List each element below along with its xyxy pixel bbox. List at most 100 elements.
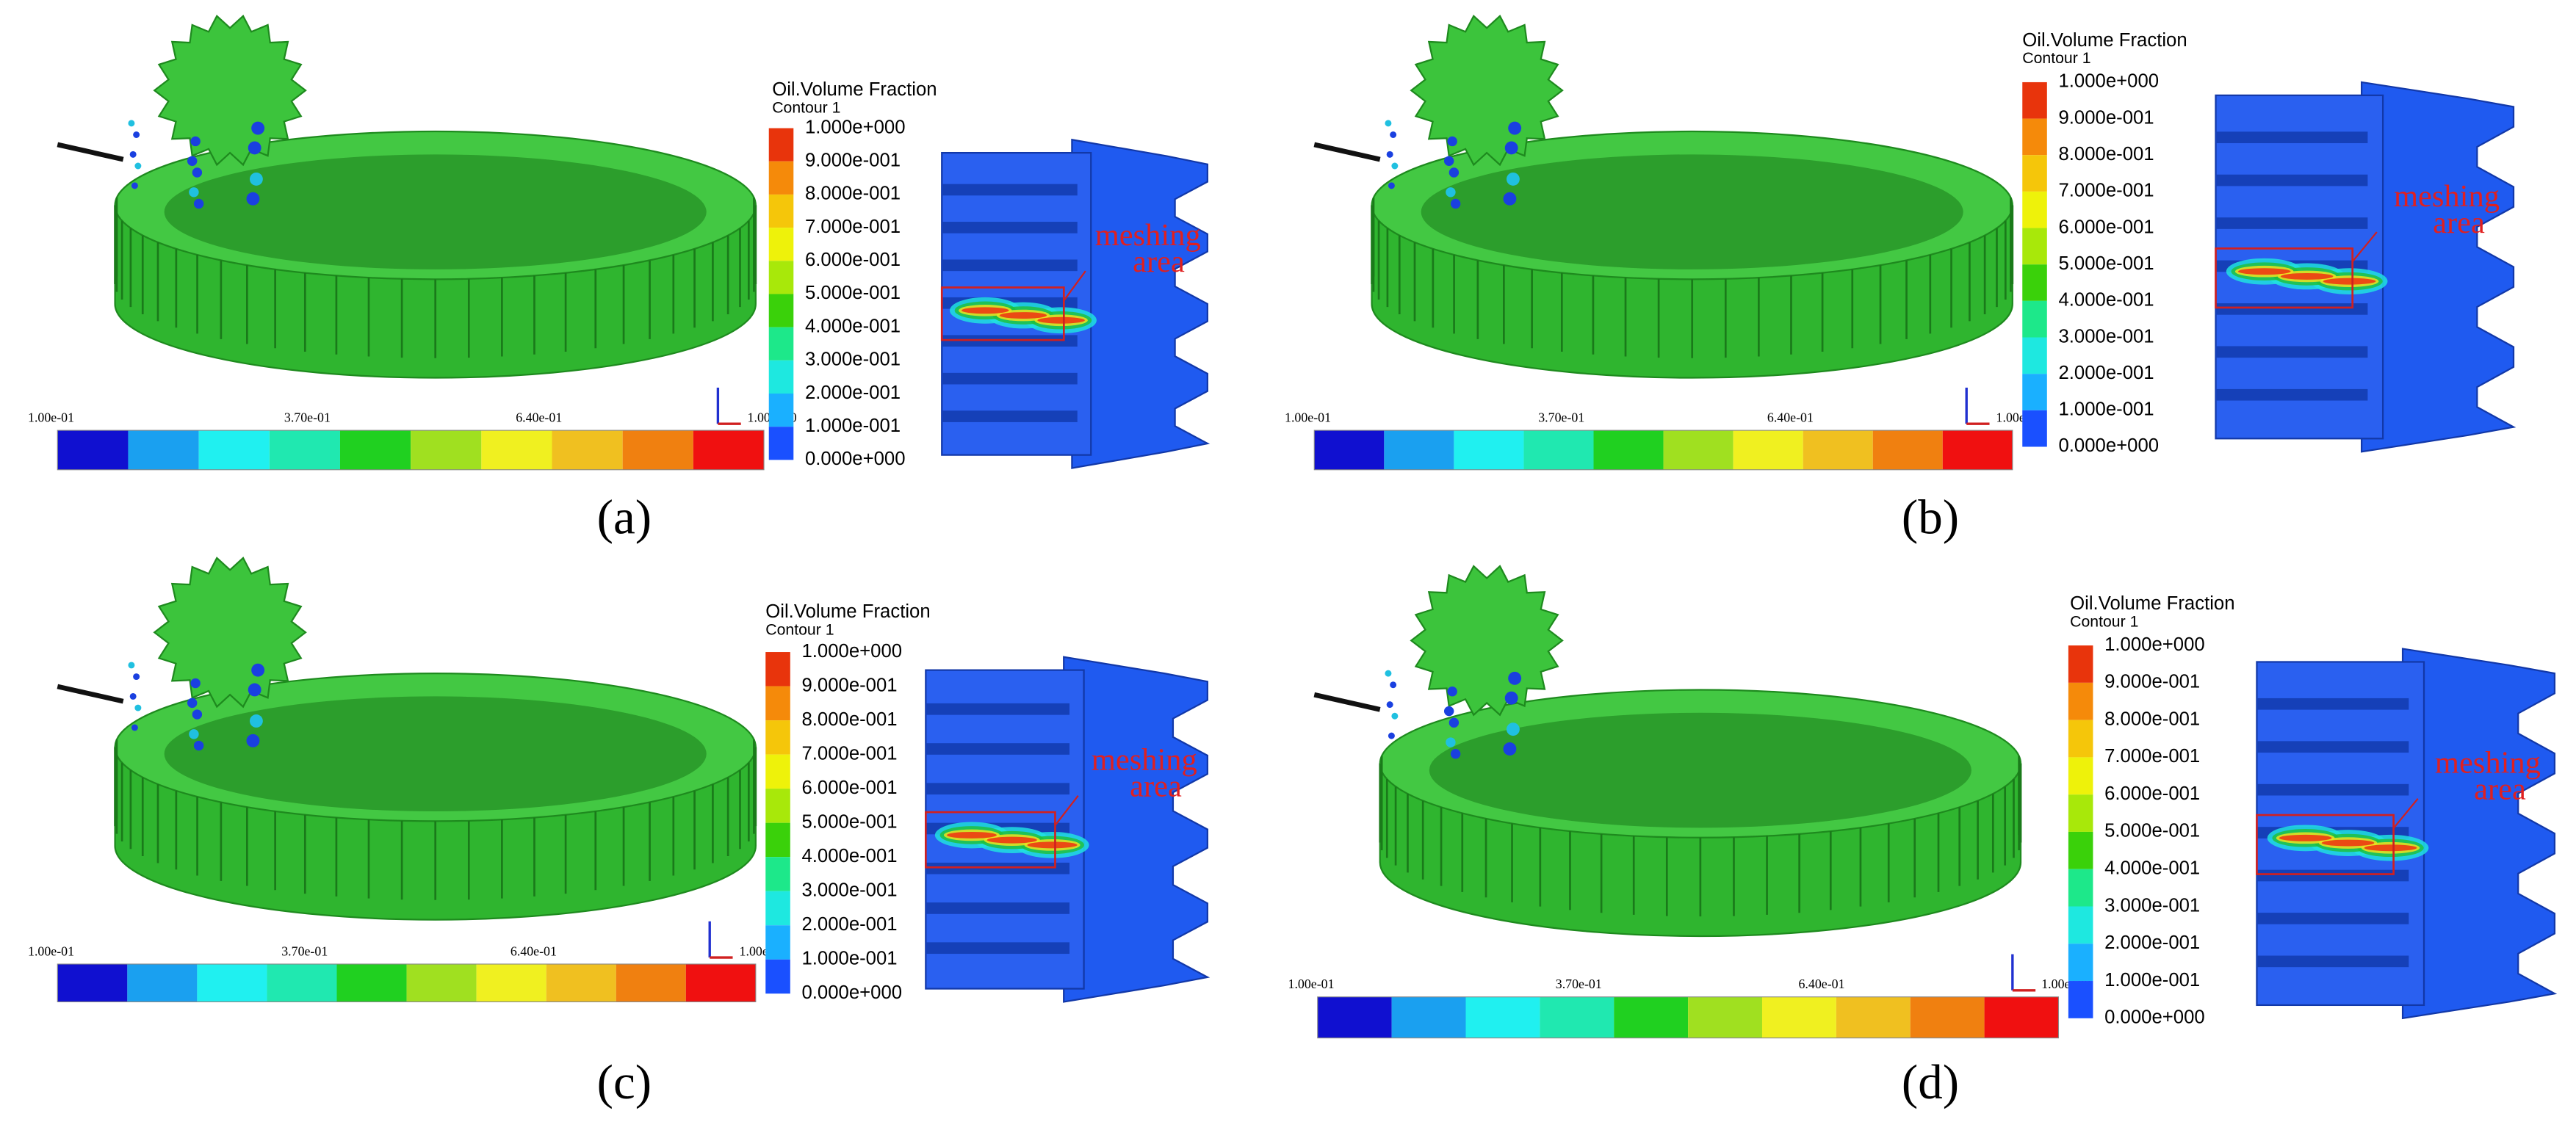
tooth-groove bbox=[2215, 131, 2368, 143]
nozzle bbox=[57, 684, 124, 704]
scale-label: 6.40e-01 bbox=[1798, 977, 1844, 991]
tooth-groove bbox=[2256, 869, 2409, 882]
oil-droplet bbox=[192, 709, 203, 720]
legend-tick: 2.000e-001 bbox=[805, 383, 901, 403]
colorbar-cell bbox=[57, 430, 129, 470]
legend-tick: 1.000e+000 bbox=[2104, 634, 2205, 655]
legend-swatch bbox=[2068, 720, 2093, 758]
scale-label: 6.40e-01 bbox=[1767, 410, 1814, 425]
oil-droplet bbox=[1447, 687, 1457, 697]
tooth-groove bbox=[926, 743, 1070, 755]
legend-tick: 8.000e-001 bbox=[801, 709, 897, 730]
colorbar-cell bbox=[1733, 430, 1803, 470]
legend-swatch bbox=[768, 427, 794, 460]
oil-droplet bbox=[1386, 151, 1393, 158]
colorbar-cell bbox=[1391, 996, 1466, 1038]
oil-droplet bbox=[189, 729, 199, 739]
legend-tick: 1.000e+000 bbox=[801, 641, 902, 662]
oil-droplet bbox=[192, 167, 203, 178]
legend-tick: 1.000e-001 bbox=[2104, 970, 2200, 990]
legend-swatch bbox=[765, 789, 790, 823]
annotation-leader bbox=[1063, 270, 1086, 302]
legend-title: Oil.Volume Fraction bbox=[765, 601, 930, 622]
legend-swatch bbox=[2022, 82, 2047, 119]
annotation: meshing bbox=[2394, 179, 2500, 214]
colorbar-cell bbox=[339, 430, 411, 470]
legend-tick: 1.000e-001 bbox=[2058, 399, 2154, 420]
legend-swatch bbox=[765, 822, 790, 858]
legend-tick: 7.000e-001 bbox=[2104, 746, 2200, 767]
scale-label: 3.70e-01 bbox=[1556, 977, 1602, 991]
legend-tick: 1.000e+000 bbox=[2058, 71, 2159, 92]
legend-swatch bbox=[768, 194, 794, 228]
colorbar-cell bbox=[198, 430, 270, 470]
oil-droplet bbox=[190, 136, 201, 147]
tooth-groove bbox=[2215, 174, 2368, 186]
legend-tick: 0.000e+000 bbox=[801, 982, 902, 1003]
colorbar-cell bbox=[1910, 996, 1985, 1038]
pinion bbox=[1410, 565, 1564, 717]
annotation-leader bbox=[2392, 797, 2419, 829]
oil-droplet bbox=[249, 714, 263, 728]
tooth-groove bbox=[2215, 303, 2368, 315]
colorbar-cell bbox=[57, 963, 128, 1002]
oil-droplet bbox=[133, 673, 140, 681]
legend-tick: 8.000e-001 bbox=[2104, 709, 2200, 729]
legend-tick: 7.000e-001 bbox=[805, 217, 901, 237]
legend-tick: 4.000e-001 bbox=[805, 316, 901, 336]
legend-swatch bbox=[2068, 906, 2093, 944]
pinion bbox=[153, 557, 307, 709]
annotation-leader bbox=[1054, 795, 1079, 826]
legend-swatch bbox=[2022, 228, 2047, 265]
oil-contour bbox=[2321, 839, 2375, 847]
oil-contour bbox=[1037, 316, 1085, 324]
oil-droplet bbox=[134, 704, 142, 711]
legend-tick: 0.000e+000 bbox=[2104, 1007, 2205, 1028]
oil-droplet bbox=[251, 121, 265, 135]
oil-droplet bbox=[133, 131, 140, 138]
colorbar-cell bbox=[1540, 996, 1614, 1038]
legend-tick: 9.000e-001 bbox=[2058, 107, 2154, 128]
tooth-groove bbox=[926, 902, 1070, 914]
annotation: area bbox=[1130, 769, 1182, 804]
oil-droplet bbox=[248, 141, 261, 155]
oil-droplet bbox=[249, 172, 263, 186]
annotation: meshing bbox=[1092, 743, 1197, 778]
oil-droplet bbox=[1448, 167, 1460, 178]
legend-subtitle: Contour 1 bbox=[2022, 49, 2090, 67]
oil-droplet bbox=[1503, 192, 1517, 206]
tooth-groove bbox=[942, 410, 1078, 422]
scale-label: 1.00e-01 bbox=[1288, 977, 1335, 991]
oil-droplet bbox=[187, 156, 198, 167]
oil-contour bbox=[999, 312, 1047, 319]
panel-label: (a) bbox=[597, 490, 652, 545]
oil-droplet bbox=[190, 678, 201, 689]
legend-subtitle: Contour 1 bbox=[2070, 612, 2138, 630]
panel-label: (c) bbox=[597, 1054, 652, 1109]
oil-droplet bbox=[251, 663, 265, 677]
ring-gear-inner bbox=[164, 696, 707, 811]
legend-swatch bbox=[765, 857, 790, 891]
tooth-groove bbox=[2215, 388, 2368, 401]
oil-droplet bbox=[1504, 691, 1518, 705]
legend-tick: 5.000e-001 bbox=[2058, 253, 2154, 274]
tooth-groove bbox=[2256, 955, 2409, 968]
tooth-groove bbox=[2256, 698, 2409, 710]
oil-droplet bbox=[246, 734, 260, 747]
oil-contour bbox=[962, 307, 1009, 314]
oil-contour bbox=[986, 836, 1037, 844]
legend-tick: 7.000e-001 bbox=[2058, 181, 2154, 201]
legend-swatch bbox=[765, 925, 790, 960]
tooth-groove bbox=[942, 222, 1078, 233]
tooth-groove bbox=[2215, 217, 2368, 229]
legend-swatch bbox=[2068, 645, 2093, 683]
colorbar-cell bbox=[1872, 430, 1943, 470]
legend-swatch bbox=[2022, 337, 2047, 374]
oil-droplet bbox=[1446, 737, 1456, 747]
legend-swatch bbox=[765, 891, 790, 926]
oil-droplet bbox=[1391, 162, 1399, 170]
legend-tick: 1.000e+000 bbox=[805, 117, 906, 137]
colorbar-cell bbox=[552, 430, 623, 470]
tooth-groove bbox=[926, 942, 1070, 955]
